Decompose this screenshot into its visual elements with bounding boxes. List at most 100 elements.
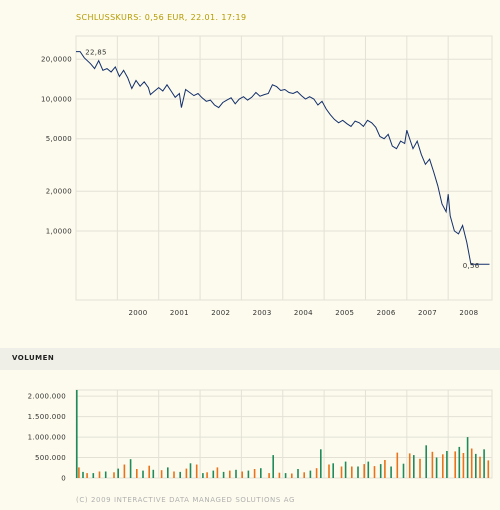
volume-bar — [123, 464, 126, 478]
price-y-tick-label: 20,0000 — [41, 56, 72, 64]
volume-bar — [363, 464, 365, 478]
volume-bar — [419, 458, 421, 478]
volume-bar — [195, 464, 198, 478]
volume-bar — [284, 473, 287, 478]
volume-bar — [272, 455, 274, 478]
volume-bar — [340, 466, 343, 478]
volume-bar — [78, 467, 80, 478]
volume-bar — [247, 470, 250, 478]
volume-y-tick-label: 1.500.000 — [28, 413, 66, 421]
volume-bar — [92, 473, 95, 478]
volume-bar — [173, 471, 175, 478]
price-chart: 20,0000 10,0000 5,0000 2,0000 1,0000 2000 200… — [41, 35, 493, 317]
volume-bar — [390, 466, 392, 478]
volume-bar — [117, 468, 119, 478]
volume-bar — [384, 460, 386, 478]
volume-bar — [113, 472, 115, 478]
volume-bar — [98, 471, 101, 478]
volume-bar — [167, 467, 169, 478]
price-annotation: 0,56 — [463, 262, 480, 270]
volume-y-tick-label: 500.000 — [35, 454, 66, 462]
volume-bar — [479, 456, 481, 478]
volume-bar — [367, 461, 370, 478]
volume-bar — [332, 463, 334, 478]
price-x-tick-label: 2005 — [335, 309, 354, 317]
volume-bar — [462, 453, 465, 478]
volume-bar — [470, 448, 473, 478]
volume-bar — [86, 473, 88, 478]
volume-bar — [446, 451, 448, 478]
volume-bar — [487, 460, 490, 478]
volume-bar — [268, 473, 270, 478]
volume-bar — [152, 469, 155, 478]
volume-bar — [212, 470, 215, 478]
price-x-tick-label: 2000 — [129, 309, 148, 317]
volume-bar — [291, 473, 293, 478]
volume-bar — [442, 454, 444, 478]
volume-header-band: VOLUMEN — [0, 348, 500, 370]
volume-bar — [241, 471, 243, 478]
volume-bar — [466, 437, 469, 478]
volume-bar — [82, 471, 84, 478]
volume-bar — [278, 472, 281, 478]
price-x-tick-label: 2002 — [211, 309, 230, 317]
volume-bar — [320, 449, 322, 478]
volume-bar — [315, 468, 318, 478]
price-y-tick-label: 2,0000 — [46, 188, 72, 196]
volume-bar — [458, 446, 461, 478]
volume-bars — [76, 390, 490, 478]
volume-label: VOLUMEN — [12, 354, 55, 362]
volume-bar — [160, 470, 163, 478]
price-y-tick-label: 1,0000 — [46, 227, 72, 235]
volume-bar — [76, 390, 78, 478]
volume-bar — [179, 471, 181, 478]
volume-bar — [373, 466, 376, 478]
volume-bar — [185, 468, 188, 478]
price-x-tick-label: 2001 — [170, 309, 189, 317]
chart-title: SCHLUSSKURS: 0,56 EUR, 22.01. 17:19 — [76, 13, 247, 22]
price-annotations: 22,85 0,56 — [85, 49, 480, 271]
volume-grid — [75, 389, 493, 479]
volume-bar — [253, 469, 256, 478]
price-grid — [75, 35, 493, 301]
volume-bar — [206, 472, 208, 478]
volume-y-tick-label: 0 — [61, 475, 66, 483]
volume-bar — [229, 470, 231, 478]
volume-bar — [351, 466, 353, 478]
price-y-tick-label: 10,0000 — [41, 95, 72, 103]
price-line — [76, 51, 490, 265]
price-x-tick-label: 2008 — [459, 309, 478, 317]
price-x-tick-labels: 2000 2001 2002 2003 2004 2005 2006 2007 2008 — [129, 309, 479, 317]
price-plot-frame — [75, 35, 493, 301]
volume-bar — [222, 471, 225, 478]
volume-y-tick-label: 2.000.000 — [28, 393, 66, 401]
volume-bar — [235, 469, 237, 478]
volume-bar — [454, 451, 456, 478]
volume-bar — [303, 472, 305, 478]
volume-bar — [148, 465, 150, 478]
volume-bar — [129, 459, 132, 478]
volume-bar — [142, 470, 144, 478]
volume-bar — [408, 453, 411, 478]
volume-bar — [216, 467, 219, 478]
price-x-tick-label: 2007 — [418, 309, 437, 317]
volume-bar — [260, 468, 262, 478]
volume-bar — [425, 445, 427, 478]
volume-bar — [104, 471, 107, 478]
volume-bar — [297, 469, 299, 478]
price-x-tick-label: 2003 — [253, 309, 272, 317]
volume-bar — [413, 455, 415, 478]
volume-bar — [328, 464, 330, 478]
volume-bar — [483, 449, 485, 478]
volume-bar — [435, 457, 438, 478]
volume-bar — [379, 464, 382, 478]
volume-bar — [396, 452, 399, 478]
volume-bar — [475, 453, 477, 478]
volume-bar — [309, 470, 312, 478]
volume-bar — [357, 466, 359, 478]
price-annotation: 22,85 — [85, 49, 107, 57]
volume-plot-frame — [75, 389, 493, 479]
volume-bar — [431, 451, 434, 478]
price-y-tick-label: 5,0000 — [46, 135, 72, 143]
price-x-tick-label: 2006 — [377, 309, 396, 317]
